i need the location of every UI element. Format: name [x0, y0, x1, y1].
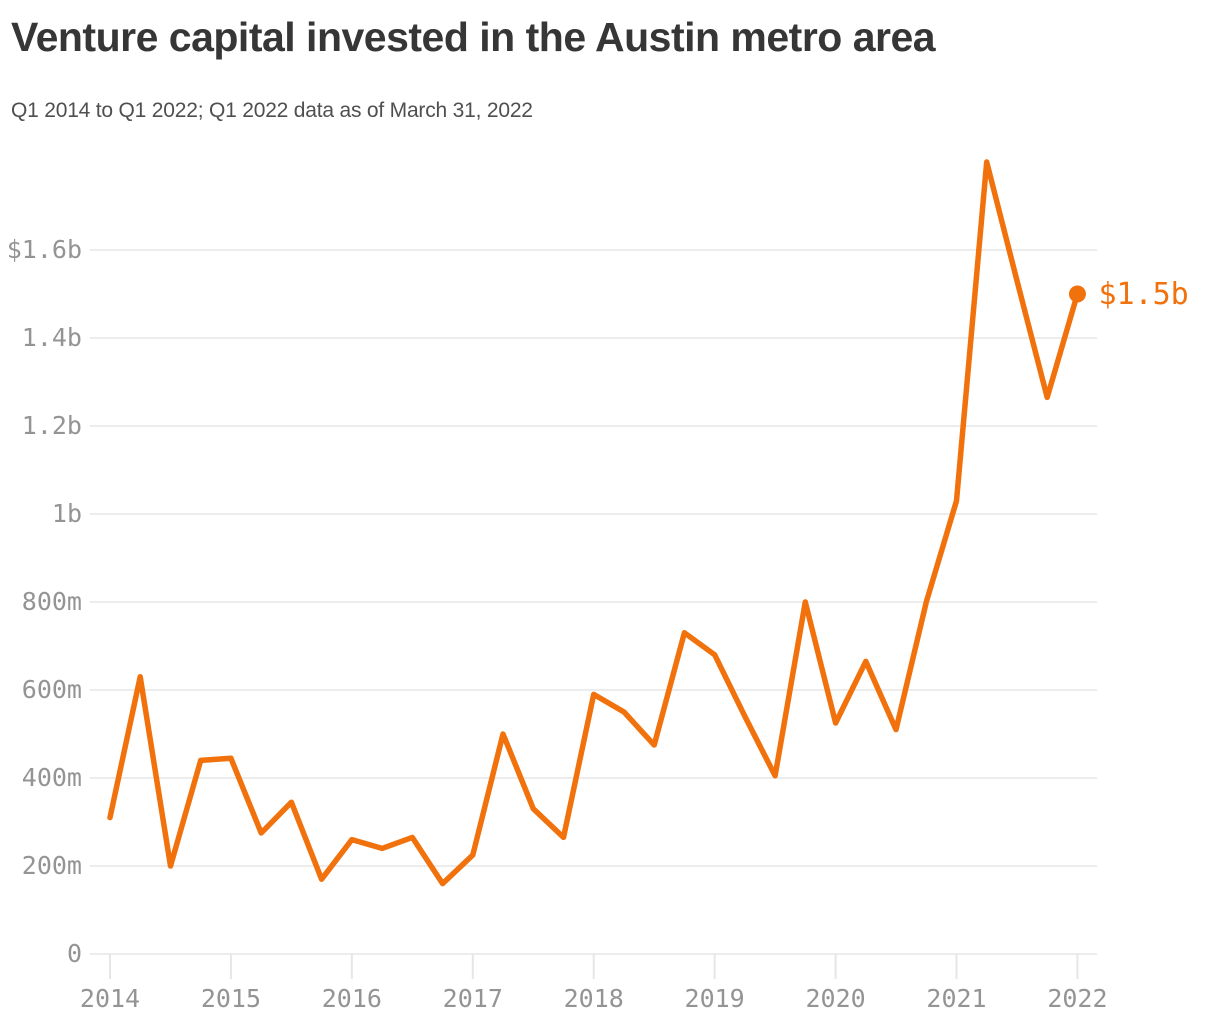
y-axis-tick-label: 1.2b: [22, 411, 82, 440]
chart-title: Venture capital invested in the Austin m…: [11, 14, 936, 60]
x-axis-tick-label: 2016: [322, 984, 382, 1013]
x-axis-tick-label: 2020: [805, 984, 865, 1013]
end-point-value-label: $1.5b: [1098, 277, 1188, 312]
x-axis-tick-label: 2014: [80, 984, 140, 1013]
vc-invested-line: [107, 159, 1081, 887]
y-axis-tick-label: 1.4b: [22, 323, 82, 352]
y-axis-tick-label: 0: [67, 939, 82, 968]
x-axis-tick-label: 2015: [201, 984, 261, 1013]
x-axis-tick-label: 2021: [926, 984, 986, 1013]
y-axis-tick-label: $1.6b: [7, 235, 82, 264]
chart-subtitle: Q1 2014 to Q1 2022; Q1 2022 data as of M…: [11, 99, 533, 122]
y-axis-tick-label: 400m: [22, 763, 82, 792]
end-point-dot: [1068, 285, 1086, 303]
x-axis-tick-label: 2017: [443, 984, 503, 1013]
x-axis-tick-label: 2018: [564, 984, 624, 1013]
y-axis-tick-label: 800m: [22, 587, 82, 616]
x-axis-tick-label: 2022: [1047, 984, 1107, 1013]
y-axis-tick-label: 600m: [22, 675, 82, 704]
y-axis-tick-label: 200m: [22, 851, 82, 880]
y-axis-tick-label: 1b: [52, 499, 82, 528]
x-axis-tick-label: 2019: [685, 984, 745, 1013]
